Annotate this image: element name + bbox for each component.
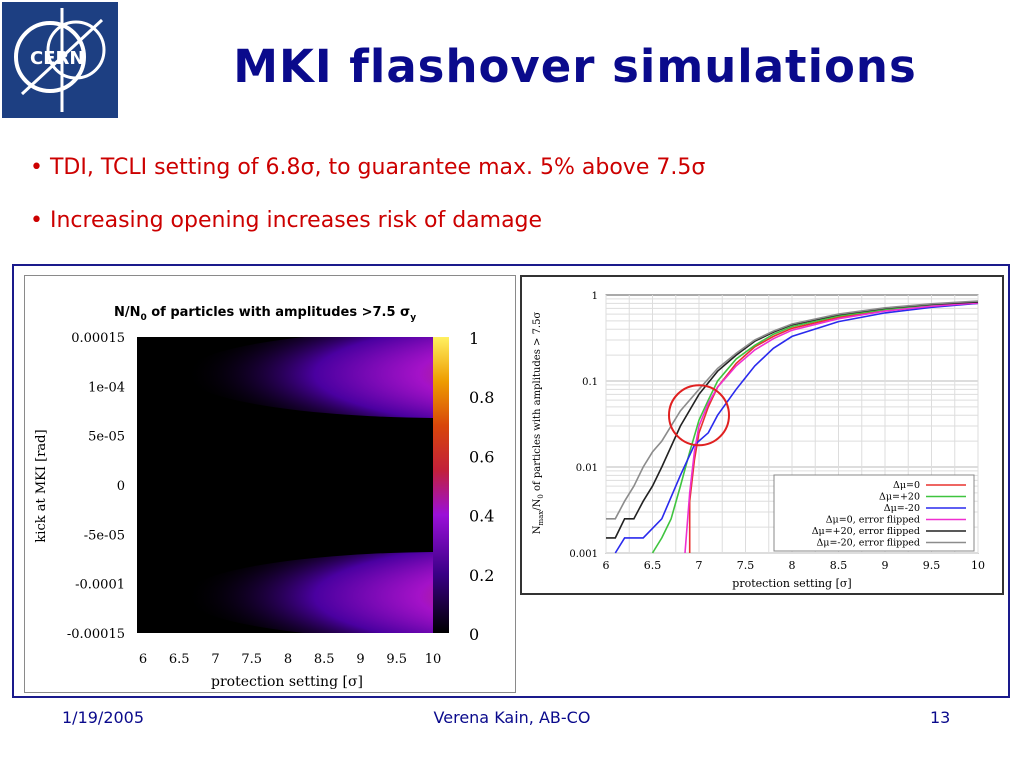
- line-xtick-label: 9: [882, 559, 889, 572]
- line-ylabel: Nmax/N0 of particles with amplitudes > 7…: [532, 312, 545, 535]
- heatmap-xlabel: protection setting [σ]: [211, 674, 363, 690]
- heatmap-xticks: 6 6.5 7 7.5 8 8.5 9 9.5 10: [139, 652, 441, 667]
- cern-logo: CERN: [2, 2, 118, 118]
- heatmap-ytick-label: 0.00015: [71, 331, 125, 346]
- series-line-1: [651, 301, 979, 554]
- slide-title: MKI flashover simulations: [233, 40, 917, 93]
- heatmap-xtick-label: 10: [425, 652, 442, 667]
- heatmap-ytick-label: 5e-05: [88, 430, 125, 445]
- colorbar-ticks: 1 0.8 0.6 0.4 0.2 0: [469, 329, 494, 644]
- heatmap-panel: N/N0 of particles with amplitudes >7.5 σ…: [24, 275, 516, 693]
- legend-box: [773, 474, 975, 552]
- colorbar: [433, 337, 449, 633]
- line-xtick-label: 8: [789, 559, 796, 572]
- colorbar-tick-label: 1: [469, 329, 479, 348]
- legend-label: Δμ=0: [893, 480, 920, 491]
- footer-page-number: 13: [930, 708, 951, 727]
- legend-label: Δμ=-20: [884, 503, 920, 514]
- line-chart-panel: 1 0.1 0.01 0.001 6 6.5 7 7.5 8 8.5 9 9.5 10 Nmax/N0…: [520, 275, 1004, 595]
- bullet-1: • TDI, TCLI setting of 6.8σ, to guarante…: [30, 155, 706, 180]
- colorbar-tick-label: 0.6: [469, 447, 494, 466]
- heatmap-title: N/N0 of particles with amplitudes >7.5 σ…: [114, 305, 416, 323]
- heatmap-chart: N/N0 of particles with amplitudes >7.5 σ…: [34, 305, 494, 690]
- bullet-2: • Increasing opening increases risk of d…: [30, 208, 543, 233]
- legend-label: Δμ=-20, error flipped: [816, 538, 920, 549]
- legend-label: Δμ=0, error flipped: [826, 515, 920, 526]
- heatmap-ylabel: kick at MKI [rad]: [34, 429, 49, 542]
- line-xlabel: protection setting [σ]: [732, 577, 851, 590]
- line-xtick-label: 8.5: [830, 559, 848, 572]
- heatmap-xtick-label: 6.5: [169, 652, 190, 667]
- line-xtick-label: 7.5: [737, 559, 755, 572]
- series-line-5: [606, 300, 979, 520]
- line-xticks: 6 6.5 7 7.5 8 8.5 9 9.5 10: [603, 559, 986, 572]
- heatmap-ytick-label: 0: [117, 479, 125, 494]
- heatmap-xtick-label: 9: [356, 652, 364, 667]
- colorbar-tick-label: 0.4: [469, 507, 494, 526]
- line-ytick-label: 1: [592, 291, 598, 302]
- line-xtick-label: 7: [696, 559, 703, 572]
- heatmap-xtick-label: 8.5: [314, 652, 335, 667]
- heatmap-xtick-label: 8: [284, 652, 292, 667]
- heatmap-ytick-label: -0.00015: [67, 627, 125, 642]
- logo-text: CERN: [30, 48, 84, 69]
- legend-label: Δμ=+20, error flipped: [812, 526, 920, 537]
- heatmap-xtick-label: 7: [211, 652, 219, 667]
- heatmap-xtick-label: 7.5: [241, 652, 262, 667]
- line-xtick-label: 9.5: [923, 559, 941, 572]
- heatmap-yticks: 0.00015 1e-04 5e-05 0 -5e-05 -0.0001 -0.00015: [67, 331, 125, 642]
- heatmap-ytick-label: 1e-04: [88, 380, 125, 395]
- line-yticks: 1 0.1 0.01 0.001: [569, 291, 598, 560]
- series-line-3: [684, 302, 979, 554]
- line-xtick-label: 10: [971, 559, 985, 572]
- heatmap-xtick-label: 9.5: [386, 652, 407, 667]
- line-ytick-label: 0.001: [569, 549, 598, 560]
- heatmap-ytick-label: -5e-05: [84, 528, 125, 543]
- footer-date: 1/19/2005: [62, 708, 145, 727]
- cern-logo-graphic: CERN: [14, 8, 106, 112]
- line-xtick-label: 6: [603, 559, 610, 572]
- heatmap-ytick-label: -0.0001: [75, 578, 125, 593]
- footer-author: Verena Kain, AB-CO: [433, 708, 591, 727]
- heatmap-lower-lobe: [185, 552, 433, 633]
- line-chart: 1 0.1 0.01 0.001 6 6.5 7 7.5 8 8.5 9 9.5 10 Nmax/N0…: [532, 291, 986, 590]
- colorbar-tick-label: 0: [469, 625, 479, 644]
- highlight-circle: [668, 384, 730, 447]
- legend-label: Δμ=+20: [879, 492, 920, 503]
- colorbar-tick-label: 0.8: [469, 388, 494, 407]
- line-xtick-label: 6.5: [644, 559, 662, 572]
- heatmap-upper-lobe: [185, 337, 433, 418]
- line-ytick-label: 0.1: [582, 377, 598, 388]
- line-ytick-label: 0.01: [576, 463, 598, 474]
- colorbar-tick-label: 0.2: [469, 566, 494, 585]
- heatmap-xtick-label: 6: [139, 652, 147, 667]
